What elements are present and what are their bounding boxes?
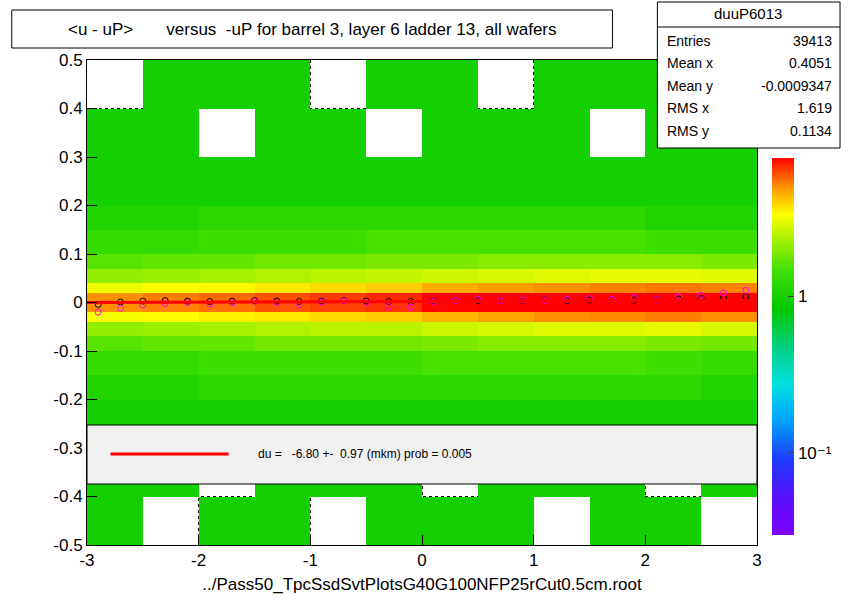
svg-text:-2: -2 — [191, 551, 206, 570]
svg-text:1: 1 — [529, 551, 538, 570]
svg-text:-0.5: -0.5 — [53, 536, 82, 555]
svg-text:0.1134: 0.1134 — [790, 123, 832, 139]
svg-text:1.619: 1.619 — [797, 100, 832, 116]
svg-text:RMS x: RMS x — [667, 100, 709, 116]
svg-text:0.4051: 0.4051 — [789, 55, 832, 71]
svg-text:-0.1: -0.1 — [53, 342, 82, 361]
svg-text:RMS y: RMS y — [667, 123, 709, 139]
svg-text:../Pass50_TpcSsdSvtPlotsG40G10: ../Pass50_TpcSsdSvtPlotsG40G100NFP25rCut… — [202, 575, 642, 594]
svg-text:0: 0 — [417, 551, 426, 570]
svg-text:0.1: 0.1 — [59, 245, 83, 264]
svg-text:39413: 39413 — [793, 33, 832, 49]
svg-text:Mean x: Mean x — [667, 55, 713, 71]
svg-text:Entries: Entries — [667, 33, 711, 49]
svg-text:3: 3 — [752, 551, 761, 570]
svg-text:Mean y: Mean y — [667, 78, 713, 94]
svg-text:0: 0 — [73, 293, 82, 312]
svg-text:-0.3: -0.3 — [53, 439, 82, 458]
svg-text:<u - uP> versus -uP for: <u - uP> versus -uP for barrel 3, layer … — [68, 20, 557, 39]
svg-text:-0.0009347: -0.0009347 — [761, 78, 832, 94]
svg-text:-0.4: -0.4 — [53, 487, 82, 506]
svg-text:-0.2: -0.2 — [53, 390, 82, 409]
svg-text:0.2: 0.2 — [59, 196, 83, 215]
svg-text:0.3: 0.3 — [59, 148, 83, 167]
svg-text:1: 1 — [798, 287, 807, 306]
svg-text:2: 2 — [641, 551, 650, 570]
svg-text:10⁻¹: 10⁻¹ — [798, 444, 832, 463]
svg-text:du = -6.80 +- 0.97 (mkm) pr: du = -6.80 +- 0.97 (mkm) prob = 0.005 — [258, 447, 472, 461]
svg-text:0.5: 0.5 — [59, 51, 83, 70]
svg-text:-1: -1 — [303, 551, 318, 570]
svg-text:-3: -3 — [79, 551, 94, 570]
svg-text:0.4: 0.4 — [59, 99, 83, 118]
svg-text:duuP6013: duuP6013 — [714, 5, 782, 22]
